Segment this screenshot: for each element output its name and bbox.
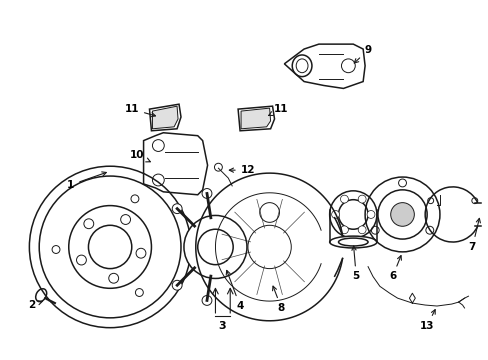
Circle shape xyxy=(340,226,347,234)
Text: 6: 6 xyxy=(388,256,401,282)
Circle shape xyxy=(172,280,182,290)
Text: 11: 11 xyxy=(268,104,288,116)
Text: 5: 5 xyxy=(351,246,359,282)
Text: 13: 13 xyxy=(419,310,434,331)
Polygon shape xyxy=(152,106,178,129)
Circle shape xyxy=(183,215,246,278)
Polygon shape xyxy=(241,108,270,129)
Ellipse shape xyxy=(338,238,367,246)
Ellipse shape xyxy=(329,236,376,248)
Circle shape xyxy=(340,195,347,203)
Circle shape xyxy=(366,211,374,219)
Text: 8: 8 xyxy=(272,286,285,313)
Text: 9: 9 xyxy=(353,45,371,63)
Text: 11: 11 xyxy=(124,104,155,117)
Text: 4: 4 xyxy=(226,270,243,311)
Text: 7: 7 xyxy=(468,219,479,252)
Text: 1: 1 xyxy=(67,172,106,190)
Text: 2: 2 xyxy=(28,300,42,310)
Circle shape xyxy=(172,204,182,213)
Text: 3: 3 xyxy=(218,321,225,331)
Circle shape xyxy=(331,211,339,219)
Circle shape xyxy=(197,229,233,265)
Text: 12: 12 xyxy=(229,165,255,175)
Circle shape xyxy=(390,203,413,226)
Circle shape xyxy=(202,189,211,198)
Circle shape xyxy=(358,195,366,203)
Circle shape xyxy=(358,226,366,234)
Text: 10: 10 xyxy=(129,150,150,162)
Circle shape xyxy=(202,296,211,305)
